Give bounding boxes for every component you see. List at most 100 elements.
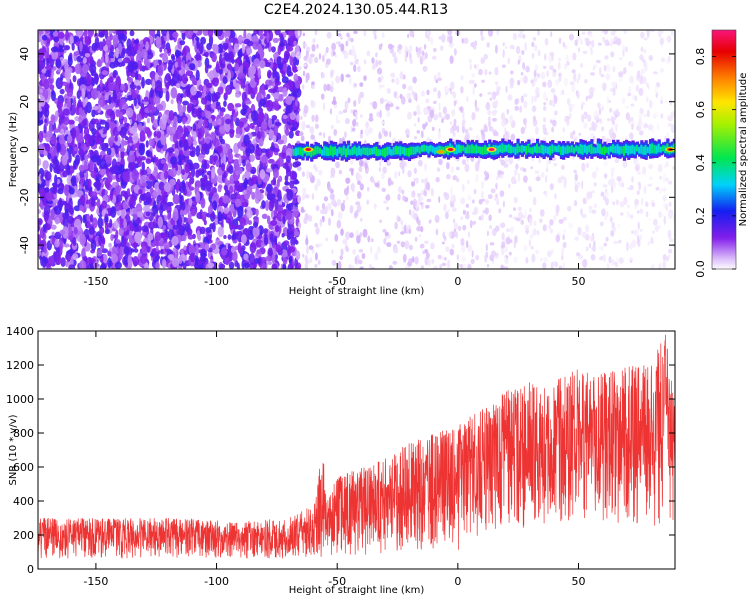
residual-noise-blob xyxy=(540,71,546,80)
residual-noise-blob xyxy=(456,125,460,133)
residual-noise-blob xyxy=(654,225,659,233)
residual-noise-blob xyxy=(378,43,382,51)
residual-noise-blob xyxy=(370,246,373,254)
noise-blob xyxy=(68,153,72,163)
noise-blob xyxy=(273,125,278,136)
residual-noise-blob xyxy=(532,77,538,83)
residual-noise-blob xyxy=(659,37,665,45)
residual-noise-blob xyxy=(613,240,619,245)
noise-blob xyxy=(253,30,260,35)
residual-noise-blob xyxy=(503,163,509,168)
noise-blob xyxy=(294,87,302,98)
residual-noise-blob xyxy=(449,55,454,64)
residual-noise-blob xyxy=(455,231,458,239)
residual-noise-blob xyxy=(448,34,453,44)
residual-noise-blob xyxy=(565,54,569,63)
residual-noise-blob xyxy=(419,234,422,238)
noise-blob xyxy=(83,126,90,137)
residual-noise-blob xyxy=(353,83,358,87)
residual-noise-blob xyxy=(338,110,344,115)
residual-noise-blob xyxy=(421,178,425,184)
noise-blob xyxy=(266,100,271,108)
residual-noise-blob xyxy=(534,170,540,174)
noise-blob xyxy=(232,239,238,244)
residual-noise-blob xyxy=(318,169,323,176)
noise-blob xyxy=(247,178,255,187)
residual-noise-blob xyxy=(417,192,422,198)
noise-blob xyxy=(188,198,193,206)
noise-blob xyxy=(74,218,82,230)
noise-blob xyxy=(288,130,294,139)
noise-blob xyxy=(155,261,160,269)
noise-blob xyxy=(267,117,273,129)
noise-blob xyxy=(170,156,177,165)
noise-blob xyxy=(197,130,202,140)
residual-noise-blob xyxy=(471,111,476,121)
residual-noise-blob xyxy=(470,258,475,265)
residual-noise-blob xyxy=(551,249,554,254)
residual-noise-blob xyxy=(587,33,593,38)
noise-blob xyxy=(261,200,266,209)
residual-noise-blob xyxy=(416,130,421,134)
residual-noise-blob xyxy=(354,60,359,65)
noise-blob xyxy=(114,261,122,269)
noise-blob xyxy=(223,184,228,191)
residual-noise-blob xyxy=(471,199,475,204)
residual-noise-blob xyxy=(534,64,538,72)
noise-blob xyxy=(52,31,59,37)
noise-blob xyxy=(195,52,202,63)
residual-noise-blob xyxy=(612,201,616,206)
noise-blob xyxy=(79,259,86,269)
noise-blob xyxy=(255,147,263,157)
noise-blob xyxy=(272,37,279,43)
residual-noise-blob xyxy=(627,92,632,97)
noise-blob xyxy=(210,212,215,219)
residual-noise-blob xyxy=(462,263,466,269)
noise-blob xyxy=(101,142,109,152)
noise-blob xyxy=(133,248,139,253)
noise-blob xyxy=(243,179,249,185)
residual-noise-blob xyxy=(616,37,622,46)
residual-noise-blob xyxy=(345,102,348,109)
noise-blob xyxy=(82,98,86,108)
noise-blob xyxy=(205,137,211,144)
noise-blob xyxy=(75,154,81,165)
residual-noise-blob xyxy=(374,34,377,40)
noise-blob xyxy=(136,113,142,122)
residual-noise-blob xyxy=(629,116,634,122)
residual-noise-blob xyxy=(552,103,556,108)
residual-noise-blob xyxy=(543,117,547,123)
noise-blob xyxy=(112,113,116,120)
residual-noise-blob xyxy=(296,51,302,60)
residual-noise-blob xyxy=(407,170,412,178)
residual-noise-blob xyxy=(533,220,537,227)
noise-blob xyxy=(226,30,231,38)
noise-blob xyxy=(225,118,232,125)
residual-noise-blob xyxy=(340,43,345,53)
residual-noise-blob xyxy=(314,264,318,268)
noise-blob xyxy=(102,253,108,264)
residual-noise-blob xyxy=(322,54,325,63)
residual-noise-blob xyxy=(543,102,547,106)
residual-noise-blob xyxy=(557,57,562,62)
residual-noise-blob xyxy=(426,30,432,35)
residual-noise-blob xyxy=(335,161,340,169)
residual-noise-blob xyxy=(389,131,392,138)
residual-noise-blob xyxy=(474,99,478,108)
noise-blob xyxy=(94,180,102,189)
residual-noise-blob xyxy=(317,259,321,265)
residual-noise-blob xyxy=(300,206,304,213)
noise-blob xyxy=(194,244,199,257)
noise-blob xyxy=(270,219,278,226)
noise-blob xyxy=(92,217,98,229)
residual-noise-blob xyxy=(326,202,332,211)
noise-blob xyxy=(89,191,98,199)
noise-blob xyxy=(54,216,60,225)
residual-noise-blob xyxy=(314,114,319,123)
noise-blob xyxy=(53,128,60,133)
noise-blob xyxy=(182,100,189,106)
residual-noise-blob xyxy=(430,188,434,197)
residual-noise-blob xyxy=(488,71,492,75)
residual-noise-blob xyxy=(478,68,483,76)
noise-blob xyxy=(292,161,300,168)
